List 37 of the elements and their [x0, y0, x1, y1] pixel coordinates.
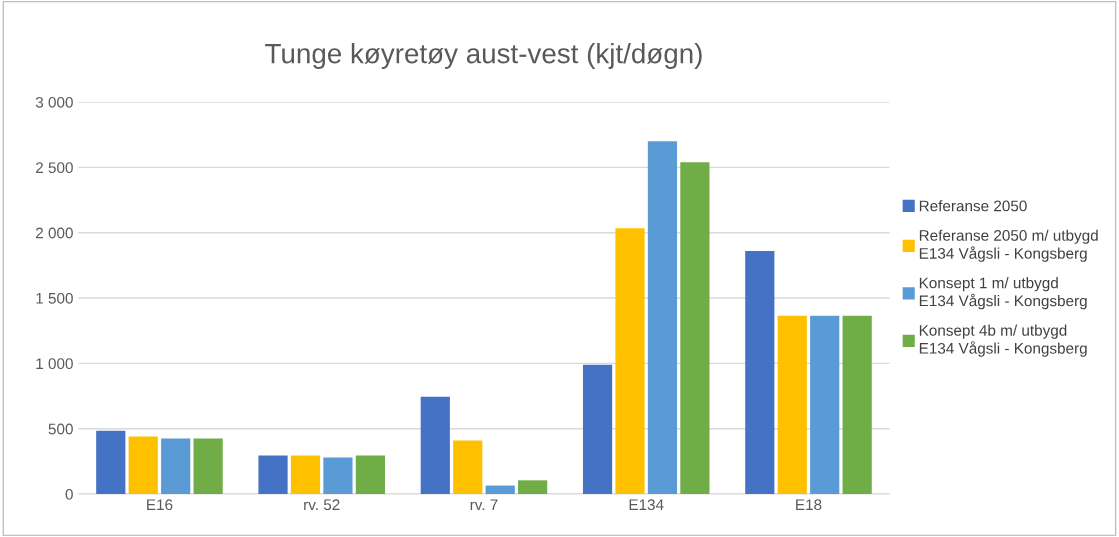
bar [518, 480, 548, 495]
bar [647, 141, 678, 495]
bar [96, 430, 126, 495]
bar [615, 228, 645, 495]
legend-label: Referanse 2050 [919, 200, 1027, 212]
bar [161, 438, 191, 495]
bar [842, 315, 872, 495]
y-tick-label: 1 000 [36, 358, 73, 370]
bar [680, 162, 710, 495]
bar [453, 440, 483, 495]
y-tick-label: 3 000 [35, 96, 73, 108]
bar [810, 315, 840, 495]
y-tick-label: 2 000 [36, 227, 73, 239]
bar [582, 364, 613, 495]
x-tick-label: rv. 52 [304, 499, 340, 511]
bar [777, 315, 807, 495]
bar [258, 455, 288, 495]
x-tick-label: E18 [796, 499, 822, 511]
y-tick-label: 500 [48, 423, 73, 435]
bar [128, 436, 158, 495]
legend-label: Konsept 1 m/ utbygd E134 Vågsli - Kongsberg [919, 277, 1087, 310]
bar [420, 396, 450, 495]
legend-label: Referanse 2050 m/ utbygd E134 Vågsli - Kongsberg [919, 229, 1098, 262]
bar [485, 485, 515, 495]
bar [323, 457, 353, 495]
chart-title: Tunge køyretøy aust-vest (kjt/døgn) [265, 43, 702, 69]
bar [290, 455, 321, 495]
x-tick-label: E134 [629, 499, 664, 511]
bar [193, 438, 223, 495]
legend-label: Konsept 4b m/ utbygd E134 Vågsli - Kongsberg [919, 324, 1087, 357]
y-tick-label: 1 500 [36, 292, 73, 304]
x-tick-label: E16 [147, 499, 173, 511]
x-tick-label: rv. 7 [470, 499, 498, 510]
bar [355, 455, 385, 495]
bar [745, 250, 775, 495]
y-tick-label: 2 500 [36, 162, 73, 174]
y-tick-label: 0 [65, 488, 73, 500]
